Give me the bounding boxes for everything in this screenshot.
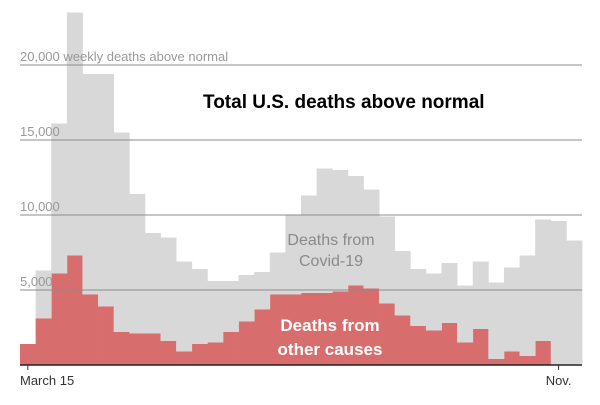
y-tick-label-5000: 5,000 — [20, 274, 53, 289]
bar-other-causes-week-19 — [301, 293, 318, 365]
bar-other-causes-week-13 — [207, 342, 224, 365]
bar-other-causes-week-16 — [254, 309, 271, 365]
bar-covid-week-24 — [379, 216, 396, 304]
bar-other-causes-week-11 — [176, 351, 193, 365]
bars-layer — [20, 12, 583, 365]
bar-covid-week-29 — [457, 285, 474, 343]
x-tick-label-2: Nov. — [546, 373, 572, 388]
bar-covid-week-9 — [144, 233, 161, 334]
bar-other-causes-week-8 — [129, 333, 146, 365]
bar-covid-week-35 — [550, 221, 567, 365]
bar-covid-week-12 — [191, 269, 208, 344]
bar-other-causes-week-7 — [113, 332, 130, 365]
gridlines — [20, 64, 582, 291]
bar-other-causes-week-17 — [269, 294, 286, 365]
bar-other-causes-week-34 — [535, 341, 552, 365]
covid-series-label-line2: Covid-19 — [299, 253, 363, 270]
bar-covid-week-22 — [347, 176, 364, 286]
bar-covid-week-25 — [394, 251, 411, 316]
bar-covid-week-33 — [519, 255, 536, 356]
bar-covid-week-27 — [425, 273, 442, 331]
bar-covid-week-17 — [269, 252, 286, 295]
bar-covid-week-4 — [66, 12, 83, 256]
y-tick-labels: 5,000 10,000 15,000 20,000 weekly deaths ab… — [20, 49, 228, 289]
bar-other-causes-week-28 — [441, 323, 458, 365]
bar-covid-week-8 — [129, 194, 146, 334]
bar-covid-week-28 — [441, 263, 458, 323]
y-tick-label-20000: 20,000 weekly deaths above normal — [20, 49, 228, 64]
covid-series-label-line1: Deaths from — [287, 232, 374, 249]
bar-other-causes-week-30 — [472, 329, 489, 365]
bar-other-causes-week-22 — [347, 285, 364, 365]
other-causes-label-line1: Deaths from — [280, 316, 379, 335]
bar-other-causes-week-1 — [20, 344, 37, 365]
y-tick-label-10000: 10,000 — [20, 199, 60, 214]
chart-title: Total U.S. deaths above normal — [203, 92, 485, 113]
bar-other-causes-week-31 — [488, 359, 505, 365]
bar-covid-week-11 — [176, 261, 193, 352]
bar-other-causes-week-18 — [285, 294, 302, 365]
bar-other-causes-week-23 — [363, 288, 380, 365]
bar-other-causes-week-6 — [98, 306, 115, 365]
other-causes-label-line2: other causes — [278, 340, 383, 359]
bar-covid-week-21 — [332, 170, 349, 292]
bar-covid-week-14 — [222, 281, 239, 332]
bar-other-causes-week-24 — [379, 303, 396, 365]
bar-covid-week-30 — [472, 261, 489, 329]
bar-covid-week-31 — [488, 282, 505, 359]
bar-other-causes-week-32 — [503, 351, 520, 365]
bar-covid-week-26 — [410, 269, 427, 326]
bar-other-causes-week-27 — [425, 330, 442, 365]
bar-other-causes-week-12 — [191, 344, 208, 365]
bar-other-causes-week-5 — [82, 294, 99, 365]
bar-covid-week-19 — [301, 195, 318, 293]
bar-other-causes-week-15 — [238, 321, 255, 365]
bar-other-causes-week-21 — [332, 291, 349, 365]
bar-other-causes-week-33 — [519, 356, 536, 365]
y-tick-label-15000: 15,000 — [20, 124, 60, 139]
bar-covid-week-23 — [363, 189, 380, 289]
bar-covid-week-7 — [113, 132, 130, 332]
bar-other-causes-week-2 — [35, 318, 52, 365]
bar-covid-week-15 — [238, 275, 255, 322]
bar-covid-week-10 — [160, 237, 177, 341]
bar-other-causes-week-14 — [222, 332, 239, 365]
bar-other-causes-week-26 — [410, 326, 427, 365]
bar-covid-week-3 — [51, 123, 68, 274]
bar-covid-week-20 — [316, 168, 333, 293]
bar-other-causes-week-4 — [66, 255, 83, 365]
bar-covid-week-16 — [254, 272, 271, 310]
bar-covid-week-6 — [98, 74, 115, 307]
bar-other-causes-week-10 — [160, 341, 177, 365]
x-tick-labels: March 15 Nov. — [20, 365, 571, 388]
bar-covid-week-13 — [207, 281, 224, 343]
bar-other-causes-week-9 — [144, 333, 161, 365]
bar-covid-week-34 — [535, 219, 552, 341]
bar-covid-week-36 — [566, 240, 583, 365]
bar-other-causes-week-25 — [394, 315, 411, 365]
bar-other-causes-week-29 — [457, 342, 474, 365]
bar-covid-week-5 — [82, 74, 99, 295]
bar-other-causes-week-20 — [316, 293, 333, 365]
bar-other-causes-week-3 — [51, 273, 68, 365]
bar-covid-week-2 — [35, 270, 52, 319]
x-tick-label-1: March 15 — [20, 373, 74, 388]
bar-covid-week-32 — [503, 267, 520, 352]
bar-covid-week-18 — [285, 215, 302, 295]
